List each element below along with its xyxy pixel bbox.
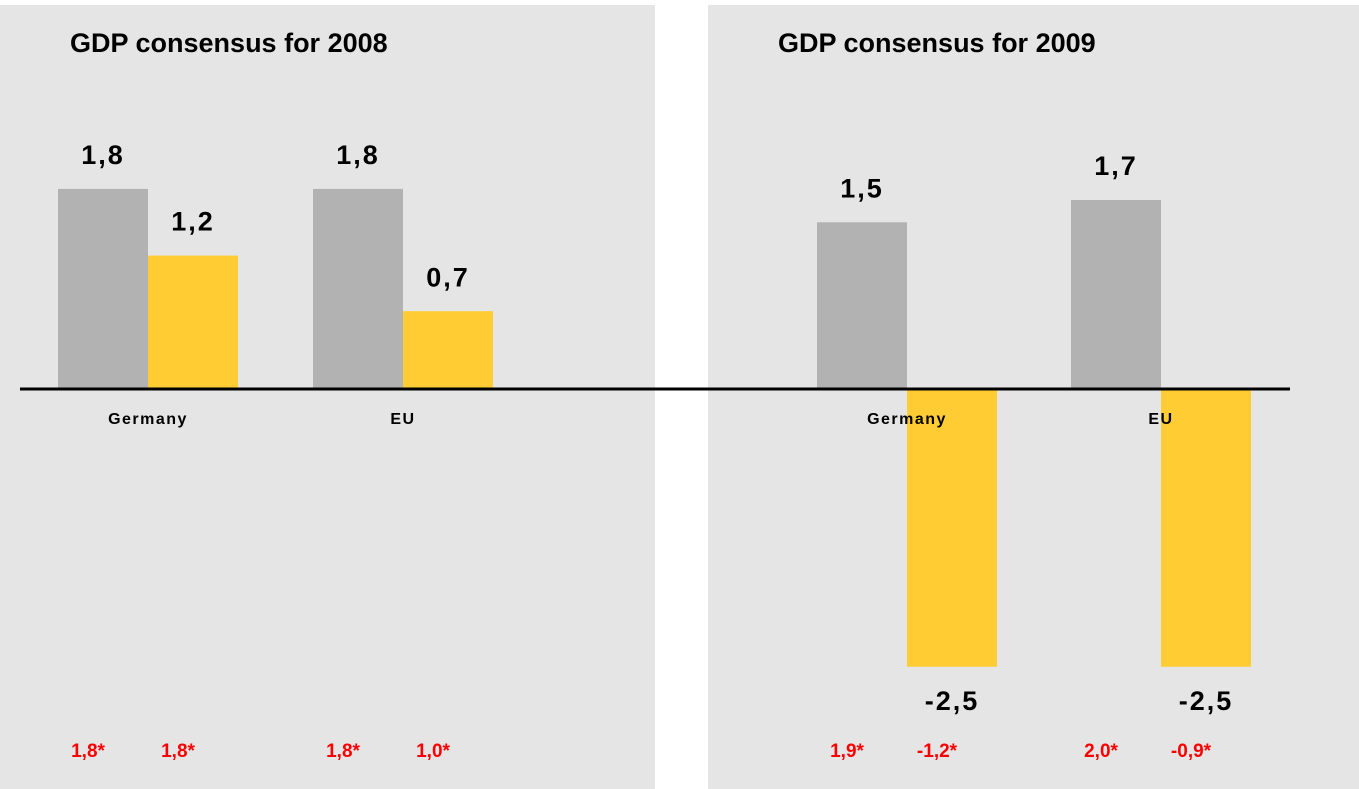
x-tick-label: Germany	[867, 411, 947, 428]
data-label: -2,5	[925, 686, 980, 716]
x-tick-label: EU	[390, 411, 415, 428]
chart-title: GDP consensus for 2009	[778, 28, 1096, 58]
footnote-label: 2,0*	[1084, 741, 1118, 762]
data-label: 1,8	[81, 140, 125, 170]
data-label: 1,5	[840, 173, 884, 203]
bar	[907, 388, 997, 667]
footnote-label: 1,9*	[830, 741, 864, 762]
data-label: 1,2	[171, 207, 215, 237]
footnote-label: 1,8*	[161, 741, 195, 762]
footnote-label: 1,8*	[71, 741, 105, 762]
chart-title: GDP consensus for 2008	[70, 28, 388, 58]
data-label: -2,5	[1179, 686, 1234, 716]
x-tick-label: EU	[1148, 411, 1173, 428]
footnote-label: -0,9*	[1171, 741, 1212, 762]
panel	[708, 5, 1359, 789]
bar	[1161, 388, 1251, 667]
bar	[313, 188, 403, 389]
data-label: 0,7	[426, 262, 470, 292]
x-tick-label: Germany	[108, 411, 188, 428]
footnote-label: 1,0*	[416, 741, 450, 762]
bar	[817, 222, 907, 389]
data-label: 1,8	[336, 140, 380, 170]
footnote-label: -1,2*	[917, 741, 958, 762]
bar	[148, 255, 238, 389]
data-label: 1,7	[1094, 151, 1138, 181]
bar	[58, 188, 148, 389]
footnote-label: 1,8*	[326, 741, 360, 762]
bar	[1071, 200, 1161, 389]
bar	[403, 311, 493, 389]
panel	[0, 5, 655, 789]
